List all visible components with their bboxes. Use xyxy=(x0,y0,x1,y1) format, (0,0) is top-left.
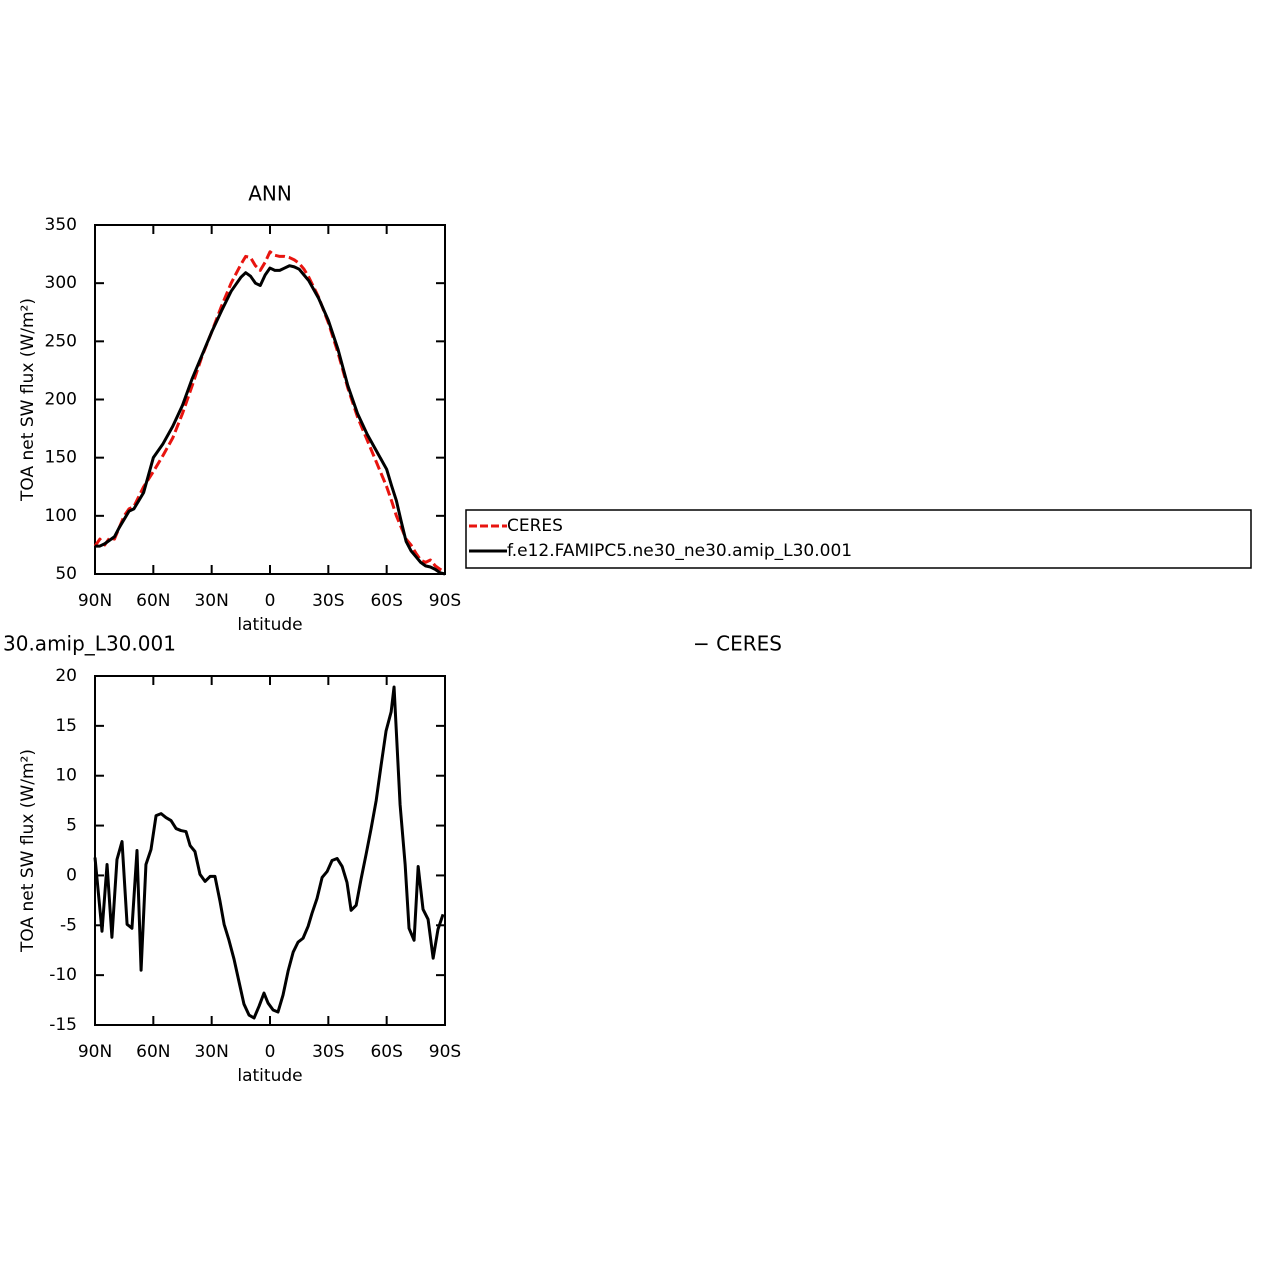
y-tick-label: 0 xyxy=(66,865,77,885)
y-tick-label: 200 xyxy=(45,390,77,410)
x-tick-label: 60S xyxy=(370,1042,402,1062)
x-tick-label: 0 xyxy=(265,591,276,611)
plot-frame xyxy=(94,675,446,1026)
x-tick-label: 90N xyxy=(78,1042,112,1062)
x-tick-label: 30N xyxy=(194,1042,228,1062)
chart-title: ANN xyxy=(248,182,292,206)
y-tick-label: 350 xyxy=(45,215,77,235)
x-tick-label: 60N xyxy=(136,591,170,611)
y-tick-label: 20 xyxy=(55,666,77,686)
x-tick-label: 30S xyxy=(312,1042,344,1062)
y-tick-label: 10 xyxy=(55,766,77,786)
legend-label: CERES xyxy=(507,516,563,536)
chart-title: 30.amip_L30.001 xyxy=(3,632,176,656)
legend-box xyxy=(465,509,1252,569)
x-tick-label: 90S xyxy=(429,1042,461,1062)
y-axis-label: TOA net SW flux (W/m²) xyxy=(18,298,38,502)
chart-title-right: − CERES xyxy=(693,632,782,656)
legend-label: f.e12.FAMIPC5.ne30_ne30.amip_L30.001 xyxy=(507,541,852,561)
data-line xyxy=(95,264,446,576)
data-line xyxy=(93,685,445,1020)
y-tick-label: 150 xyxy=(45,448,77,468)
x-tick-label: 0 xyxy=(265,1042,276,1062)
y-axis-label: TOA net SW flux (W/m²) xyxy=(18,749,38,953)
x-tick-label: 60S xyxy=(370,591,402,611)
x-axis-label: latitude xyxy=(237,1066,302,1086)
x-tick-label: 60N xyxy=(136,1042,170,1062)
x-tick-label: 90S xyxy=(429,591,461,611)
x-tick-label: 30N xyxy=(194,591,228,611)
y-tick-label: 5 xyxy=(66,816,77,836)
plot-frame xyxy=(94,224,446,575)
data-line xyxy=(93,250,446,574)
y-tick-label: 100 xyxy=(45,506,77,526)
y-tick-label: -10 xyxy=(49,965,77,985)
x-tick-label: 30S xyxy=(312,591,344,611)
x-axis-label: latitude xyxy=(237,615,302,635)
y-tick-label: 250 xyxy=(45,331,77,351)
y-tick-label: 15 xyxy=(55,716,77,736)
y-tick-label: 300 xyxy=(45,273,77,293)
y-tick-label: -15 xyxy=(49,1015,77,1035)
y-tick-label: -5 xyxy=(60,915,77,935)
x-tick-label: 90N xyxy=(78,591,112,611)
y-tick-label: 50 xyxy=(55,564,77,584)
